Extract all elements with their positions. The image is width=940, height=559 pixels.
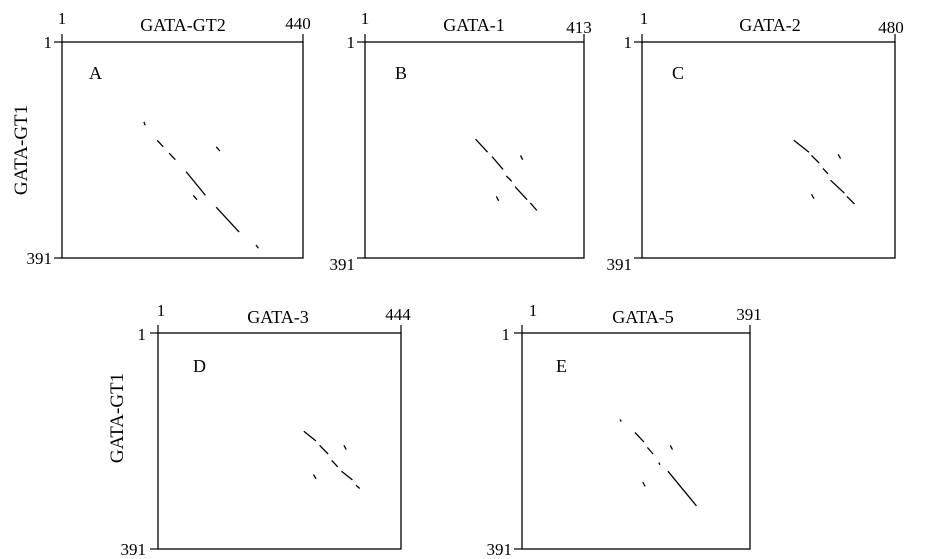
panel-c-y-end: 391 [607, 255, 633, 274]
panel-a-match-segment-8 [192, 194, 198, 201]
panel-b: GATA-1 1 413 1 391 B [330, 9, 592, 274]
panel-d-frame [157, 332, 402, 550]
panel-c-match-segment-3 [822, 167, 829, 175]
panel-a-letter: A [89, 63, 102, 83]
panel-e-match-segment-4 [658, 462, 661, 466]
panel-a-y-end: 391 [27, 249, 53, 268]
panel-d-match-segment-5 [355, 484, 361, 489]
panel-e-match-segment-3 [646, 447, 654, 455]
panel-b-x-end: 413 [566, 18, 592, 37]
panel-a-match-segment-7 [215, 146, 221, 152]
panel-a-match-segment-3 [168, 152, 176, 161]
panel-a-match-segment-4 [185, 171, 206, 196]
panel-c-match-segment-2 [811, 154, 820, 164]
panel-a-match-segment-6 [255, 244, 259, 249]
panel-e-dots [619, 419, 697, 507]
panel-e-x-start: 1 [529, 301, 538, 320]
panel-e-frame [521, 332, 751, 550]
panel-d-match-segment-6 [343, 444, 347, 450]
panel-e-match-segment-7 [642, 481, 646, 487]
panel-e-match-segment-1 [619, 419, 622, 422]
panel-e-y-start: 1 [502, 325, 511, 344]
panel-a-y-start: 1 [44, 33, 53, 52]
panel-b-match-segment-4 [514, 186, 528, 201]
panel-d-x-end: 444 [385, 305, 411, 324]
panel-b-dots [475, 138, 538, 211]
panel-d-dots [303, 430, 361, 489]
panel-a-x-start: 1 [58, 9, 67, 28]
panel-e: GATA-5 1 391 1 391 E [487, 301, 762, 559]
panel-e-match-segment-6 [669, 444, 674, 450]
panel-c-dots [793, 139, 855, 205]
panel-b-match-segment-1 [475, 138, 489, 153]
panel-c-title: GATA-2 [739, 15, 801, 35]
panel-b-x-start: 1 [361, 9, 370, 28]
panel-c-letter: C [672, 63, 684, 83]
panel-a-x-end: 440 [285, 14, 311, 33]
panel-d-match-segment-1 [303, 430, 317, 442]
panel-b-match-segment-7 [495, 196, 500, 202]
panel-c-match-segment-6 [837, 153, 842, 159]
panel-d-title: GATA-3 [247, 307, 309, 327]
panel-d-match-segment-2 [319, 444, 329, 455]
y-axis-label-bottom: GATA-GT1 [107, 373, 128, 463]
panel-e-y-end: 391 [487, 540, 513, 559]
panel-c-match-segment-7 [810, 193, 815, 199]
panel-a-frame [61, 41, 304, 259]
panel-b-match-segment-6 [519, 155, 524, 160]
panel-e-match-segment-5 [667, 470, 697, 507]
panel-d: GATA-3 1 444 1 391 D [121, 301, 412, 559]
panel-d-y-end: 391 [121, 540, 147, 559]
panel-b-frame [364, 41, 585, 259]
panel-d-letter: D [193, 356, 206, 376]
panel-b-y-start: 1 [347, 33, 356, 52]
panel-a-match-segment-5 [215, 206, 240, 233]
panel-d-y-start: 1 [138, 325, 147, 344]
panel-e-title: GATA-5 [612, 307, 674, 327]
panel-c-match-segment-1 [793, 139, 810, 153]
panel-a: GATA-GT2 1 440 1 391 A [27, 9, 311, 268]
panel-d-match-segment-4 [341, 470, 353, 481]
panel-c-match-segment-4 [830, 179, 845, 194]
panel-e-letter: E [556, 356, 567, 376]
panel-a-match-segment-1 [143, 121, 146, 126]
panel-c-frame [641, 41, 896, 259]
panel-b-match-segment-2 [491, 156, 504, 170]
panel-b-y-end: 391 [330, 255, 356, 274]
panel-d-match-segment-7 [312, 474, 317, 480]
y-axis-label-top: GATA-GT1 [11, 105, 32, 195]
panel-b-letter: B [395, 63, 407, 83]
panel-d-x-start: 1 [157, 301, 166, 320]
panel-a-match-segment-2 [156, 139, 164, 148]
panel-c: GATA-2 1 480 1 391 C [607, 9, 904, 274]
panel-e-match-segment-2 [634, 431, 645, 443]
panel-a-title: GATA-GT2 [140, 15, 226, 35]
panel-c-y-start: 1 [624, 33, 633, 52]
panel-b-match-segment-3 [505, 175, 513, 182]
panel-e-x-end: 391 [736, 305, 762, 324]
panel-a-dots [143, 121, 259, 249]
panel-c-x-start: 1 [640, 9, 649, 28]
panel-c-match-segment-5 [846, 195, 855, 205]
panel-b-title: GATA-1 [443, 15, 505, 35]
panel-c-x-end: 480 [878, 18, 904, 37]
panel-b-match-segment-5 [529, 202, 538, 211]
panel-d-match-segment-3 [331, 459, 339, 468]
